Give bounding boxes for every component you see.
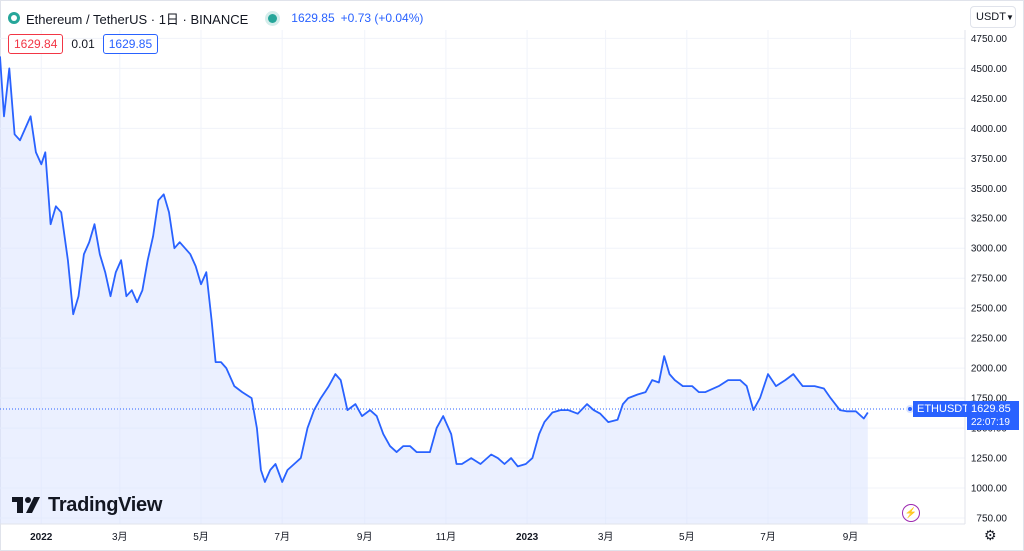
y-tick-label: 4500.00 [971,64,1008,75]
y-tick-label: 2000.00 [971,364,1008,375]
y-tick-label: 2250.00 [971,334,1008,345]
y-tick-label: 4750.00 [971,34,1008,45]
y-tick-label: 1750.00 [971,394,1008,405]
time-axis[interactable]: 2022 3月 5月 7月 9月 11月 2023 3月 5月 7月 9月 [30,531,858,543]
currency-select[interactable]: USDT ▼ [970,6,1016,28]
y-tick-label: 3000.00 [971,244,1008,255]
market-status-icon [268,13,278,23]
y-tick-label: 3250.00 [971,214,1008,225]
symbol-header: Ethereum / TetherUS · 1日 · BINANCE 1629.… [8,8,423,28]
x-tick-label: 2023 [516,532,539,543]
symbol-title[interactable]: Ethereum / TetherUS · 1日 · BINANCE [26,11,249,27]
x-tick-label: 2022 [30,532,53,543]
currency-label: USDT [976,11,1006,23]
tradingview-logo-icon [12,496,42,515]
gear-icon[interactable]: ⚙ [984,527,997,543]
y-tick-label: 4250.00 [971,94,1008,105]
header-change: +0.73 (+0.04%) [340,11,424,25]
header-price: 1629.85 [291,11,335,25]
y-tick-label: 3750.00 [971,154,1008,165]
y-tick-label: 2500.00 [971,304,1008,315]
tradingview-logo-text: TradingView [48,494,163,516]
y-tick-label: 3500.00 [971,184,1008,195]
tradingview-logo: TradingView [12,494,162,517]
y-tick-label: 1000.00 [971,484,1008,495]
ethereum-icon [8,12,20,24]
bid-price-button[interactable]: 1629.84 [8,34,64,54]
x-tick-label: 3月 [598,531,614,543]
x-tick-label: 7月 [274,531,290,543]
x-tick-label: 5月 [193,531,209,543]
x-tick-label: 7月 [760,531,776,543]
x-tick-label: 5月 [679,531,695,543]
quote-row: 1629.84 0.01 1629.85 [8,34,159,54]
y-tick-label: 2750.00 [971,274,1008,285]
lightning-icon[interactable]: ⚡ [902,504,920,522]
chevron-down-icon: ▼ [1005,12,1014,22]
y-tick-label: 4000.00 [971,124,1008,135]
y-tick-label: 750.00 [976,514,1007,525]
spread-value: 0.01 [71,37,95,51]
ask-price-button[interactable]: 1629.85 [102,34,159,54]
last-price-tag: 1629.85 [967,401,1019,417]
x-tick-label: 9月 [843,531,859,543]
y-tick-label: 1250.00 [971,454,1008,465]
price-axis[interactable]: 750.001000.001250.001500.001750.002000.0… [971,34,1008,525]
price-line [0,56,869,483]
x-tick-label: 9月 [357,531,373,543]
price-area-fill [0,56,868,525]
symbol-tag: ETHUSDT [913,401,973,417]
x-tick-label: 11月 [436,531,456,543]
bar-countdown-tag: 22:07:19 [967,415,1019,430]
x-tick-label: 3月 [112,531,128,543]
